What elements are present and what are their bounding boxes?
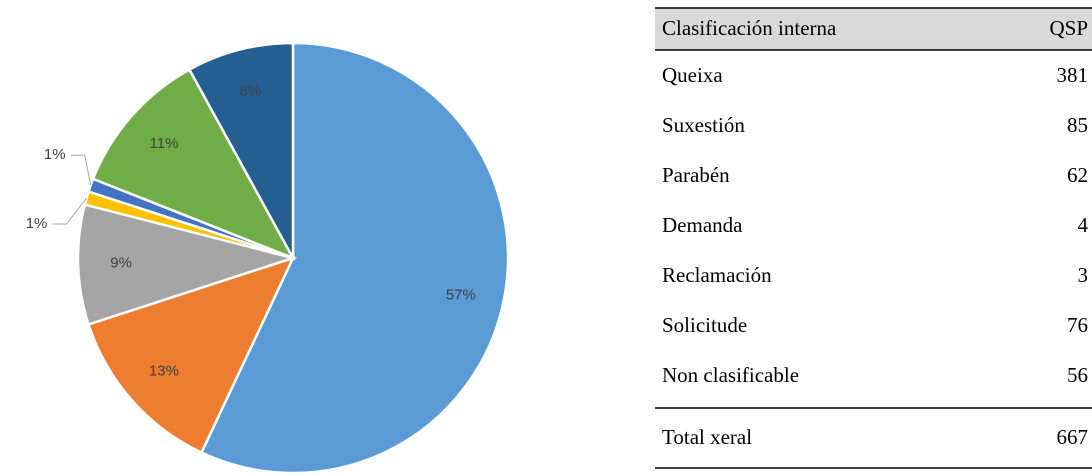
- pie-slice: [187, 41, 295, 259]
- data-label: 11%: [150, 135, 179, 152]
- total-label: Total xeral: [662, 425, 752, 449]
- leader-line: [70, 154, 92, 186]
- row-label: Parabén: [662, 163, 730, 187]
- total-value: 667: [1057, 425, 1089, 449]
- row-label: Queixa: [662, 63, 723, 87]
- row-label: Reclamación: [662, 263, 772, 287]
- row-value: 56: [1067, 363, 1088, 387]
- data-label: 13%: [149, 363, 179, 380]
- row-value: 76: [1067, 313, 1088, 337]
- row-label: Demanda: [662, 213, 743, 237]
- data-label: 1%: [44, 146, 66, 163]
- header-background: [655, 8, 1092, 50]
- row-value: 381: [1057, 63, 1089, 87]
- data-label: 9%: [110, 254, 132, 271]
- header-cell: QSP: [1049, 16, 1088, 40]
- row-value: 62: [1067, 163, 1088, 187]
- row-label: Non clasificable: [662, 363, 799, 387]
- header-cell: Clasificación interna: [662, 16, 837, 40]
- pie-slice: [86, 255, 296, 455]
- data-label: 1%: [26, 215, 48, 232]
- row-value: 85: [1067, 113, 1088, 137]
- pie-slice: [76, 203, 298, 327]
- pie-slice: [199, 41, 510, 474]
- data-label: 8%: [239, 82, 261, 99]
- leader-line: [52, 197, 87, 225]
- row-label: Solicitude: [662, 313, 747, 337]
- data-label: 57%: [446, 286, 476, 303]
- pie-chart: 57% 13% 9% 1% 1% 11% 8%: [26, 41, 510, 474]
- row-value: 3: [1078, 263, 1089, 287]
- row-value: 4: [1078, 213, 1089, 237]
- row-label: Suxestión: [662, 113, 745, 137]
- pie-slice: [91, 67, 296, 261]
- table: Clasificación interna QSP Queixa 381 Suxesti…: [655, 7, 1092, 469]
